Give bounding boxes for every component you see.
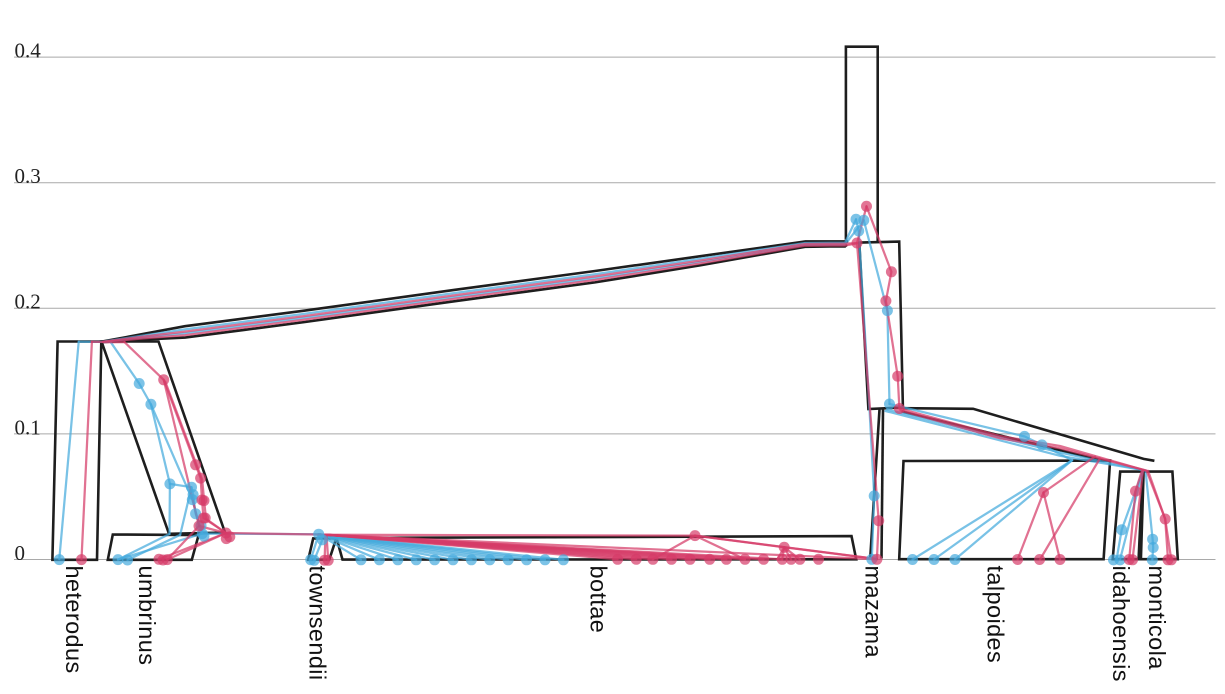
svg-text:0: 0 bbox=[15, 541, 26, 565]
svg-text:0.1: 0.1 bbox=[15, 415, 41, 439]
svg-text:0.4: 0.4 bbox=[15, 39, 42, 63]
svg-text:idahoensis: idahoensis bbox=[1108, 566, 1134, 682]
svg-text:heterodus: heterodus bbox=[61, 566, 87, 674]
svg-text:umbrinus: umbrinus bbox=[134, 566, 160, 666]
svg-text:bottae: bottae bbox=[586, 566, 612, 634]
svg-text:talpoides: talpoides bbox=[983, 566, 1009, 664]
svg-text:0.2: 0.2 bbox=[15, 290, 41, 314]
svg-text:mazama: mazama bbox=[860, 566, 886, 659]
svg-text:monticola: monticola bbox=[1144, 566, 1170, 671]
svg-text:0.3: 0.3 bbox=[15, 164, 41, 188]
svg-text:townsendii: townsendii bbox=[305, 566, 331, 681]
